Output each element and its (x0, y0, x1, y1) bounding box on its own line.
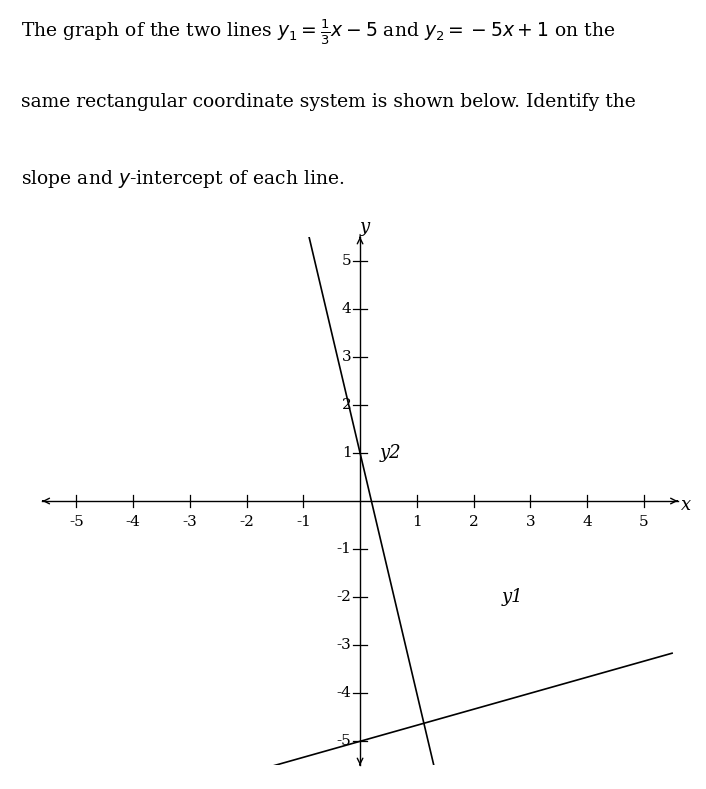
Text: y1: y1 (502, 588, 524, 606)
Text: 1: 1 (412, 515, 421, 529)
Text: -5: -5 (69, 515, 84, 529)
Text: The graph of the two lines $y_1 = \frac{1}{3}x-5$ and $y_2 = -5x+1$ on the: The graph of the two lines $y_1 = \frac{… (21, 17, 616, 47)
Text: 4: 4 (342, 301, 352, 316)
Text: slope and $y$-intercept of each line.: slope and $y$-intercept of each line. (21, 168, 345, 190)
Text: 2: 2 (342, 398, 352, 412)
Text: y2: y2 (380, 444, 402, 462)
Text: -3: -3 (337, 638, 352, 653)
Text: -2: -2 (239, 515, 254, 529)
Text: y: y (359, 218, 370, 236)
Text: 4: 4 (582, 515, 592, 529)
Text: 5: 5 (342, 254, 352, 267)
Text: x: x (681, 495, 690, 514)
Text: -1: -1 (296, 515, 311, 529)
Text: 3: 3 (342, 350, 352, 364)
Text: 5: 5 (639, 515, 649, 529)
Text: -5: -5 (337, 735, 352, 748)
Text: same rectangular coordinate system is shown below. Identify the: same rectangular coordinate system is sh… (21, 93, 636, 110)
Text: -4: -4 (126, 515, 140, 529)
Text: 2: 2 (469, 515, 479, 529)
Text: -2: -2 (337, 590, 352, 604)
Text: -1: -1 (337, 542, 352, 556)
Text: 1: 1 (342, 446, 352, 460)
Text: 3: 3 (525, 515, 535, 529)
Text: -3: -3 (182, 515, 197, 529)
Text: -4: -4 (337, 686, 352, 701)
